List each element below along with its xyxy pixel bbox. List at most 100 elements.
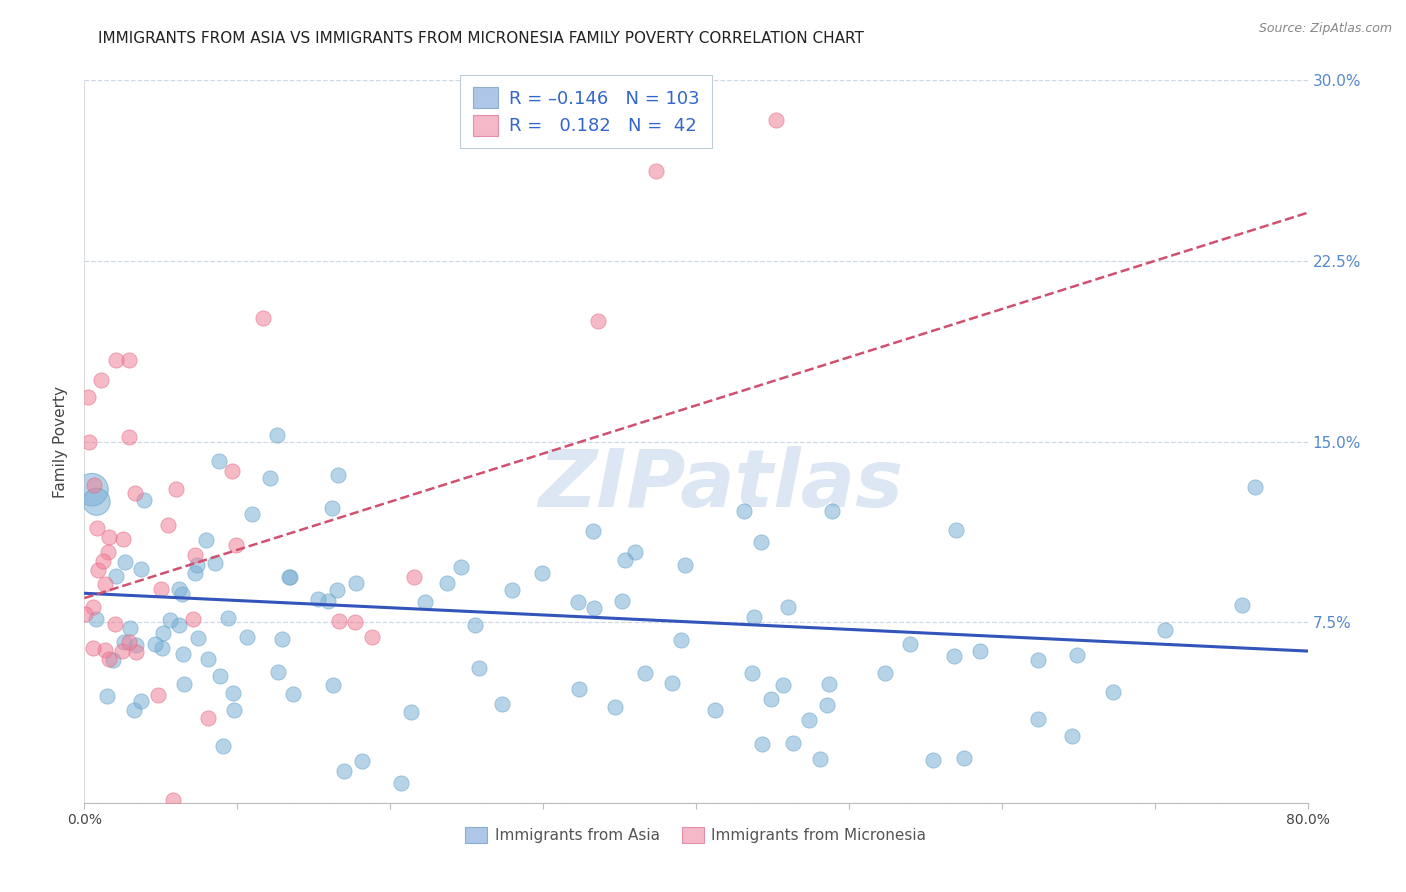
Point xyxy=(181,612,204,626)
Point xyxy=(150,640,173,655)
Point xyxy=(118,430,141,444)
Point xyxy=(491,697,513,711)
Y-axis label: Family Poverty: Family Poverty xyxy=(53,385,69,498)
Point xyxy=(531,566,554,581)
Point xyxy=(197,651,219,665)
Point xyxy=(344,615,367,629)
Point xyxy=(212,739,235,754)
Point xyxy=(184,566,207,581)
Point xyxy=(225,539,247,553)
Point xyxy=(281,687,304,701)
Point xyxy=(117,635,139,649)
Point xyxy=(782,736,804,750)
Point xyxy=(266,428,288,442)
Point xyxy=(114,555,136,569)
Point xyxy=(501,583,523,598)
Point xyxy=(402,570,425,584)
Point xyxy=(86,521,108,535)
Point xyxy=(149,582,172,596)
Point xyxy=(361,631,384,645)
Point xyxy=(953,751,976,765)
Point xyxy=(111,644,134,658)
Point xyxy=(172,647,194,661)
Point xyxy=(84,612,107,626)
Point xyxy=(413,595,436,609)
Point xyxy=(162,793,184,807)
Point xyxy=(98,652,121,666)
Point xyxy=(821,504,844,518)
Point xyxy=(586,313,609,327)
Point xyxy=(184,548,207,562)
Point xyxy=(582,524,605,539)
Point xyxy=(389,776,412,790)
Point xyxy=(278,570,301,584)
Point xyxy=(307,591,329,606)
Point xyxy=(103,617,125,632)
Text: ZIPatlas: ZIPatlas xyxy=(538,446,903,524)
Point xyxy=(277,570,299,584)
Point xyxy=(104,353,127,368)
Point xyxy=(326,583,349,598)
Point xyxy=(167,618,190,632)
Point xyxy=(94,643,117,657)
Point xyxy=(266,665,288,680)
Point xyxy=(776,599,799,614)
Point xyxy=(922,753,945,767)
Point xyxy=(765,112,787,127)
Point xyxy=(873,665,896,680)
Point xyxy=(167,582,190,596)
Point xyxy=(673,558,696,573)
Point xyxy=(120,621,142,635)
Point xyxy=(197,711,219,725)
Point xyxy=(1066,648,1088,662)
Point xyxy=(797,713,820,727)
Point xyxy=(122,704,145,718)
Point xyxy=(568,682,591,697)
Point xyxy=(740,666,762,681)
Point xyxy=(328,614,350,628)
Point xyxy=(172,587,194,601)
Point xyxy=(101,653,124,667)
Point xyxy=(143,637,166,651)
Point xyxy=(76,390,98,404)
Point xyxy=(610,593,633,607)
Point xyxy=(125,638,148,652)
Point xyxy=(91,554,114,568)
Point xyxy=(759,692,782,706)
Point xyxy=(217,611,239,625)
Point xyxy=(111,532,134,546)
Point xyxy=(614,553,637,567)
Point xyxy=(173,677,195,691)
Point xyxy=(326,468,349,483)
Point xyxy=(129,694,152,708)
Point xyxy=(83,478,105,492)
Point xyxy=(808,752,831,766)
Point xyxy=(270,632,292,646)
Point xyxy=(742,610,765,624)
Point xyxy=(603,699,626,714)
Point xyxy=(634,665,657,680)
Point xyxy=(165,483,187,497)
Point xyxy=(146,688,169,702)
Point xyxy=(112,635,135,649)
Point xyxy=(209,669,232,683)
Point xyxy=(87,563,110,577)
Point xyxy=(96,689,118,703)
Point xyxy=(333,764,356,778)
Point xyxy=(772,678,794,692)
Point xyxy=(208,454,231,468)
Point xyxy=(129,562,152,576)
Point xyxy=(703,703,725,717)
Text: IMMIGRANTS FROM ASIA VS IMMIGRANTS FROM MICRONESIA FAMILY POVERTY CORRELATION CH: IMMIGRANTS FROM ASIA VS IMMIGRANTS FROM … xyxy=(98,31,865,46)
Text: Source: ZipAtlas.com: Source: ZipAtlas.com xyxy=(1258,22,1392,36)
Point xyxy=(77,434,100,449)
Point xyxy=(132,493,155,508)
Point xyxy=(969,643,991,657)
Point xyxy=(86,494,108,508)
Point xyxy=(124,485,146,500)
Point xyxy=(1026,713,1049,727)
Point xyxy=(818,677,841,691)
Point xyxy=(567,595,589,609)
Point xyxy=(733,504,755,518)
Point xyxy=(751,738,773,752)
